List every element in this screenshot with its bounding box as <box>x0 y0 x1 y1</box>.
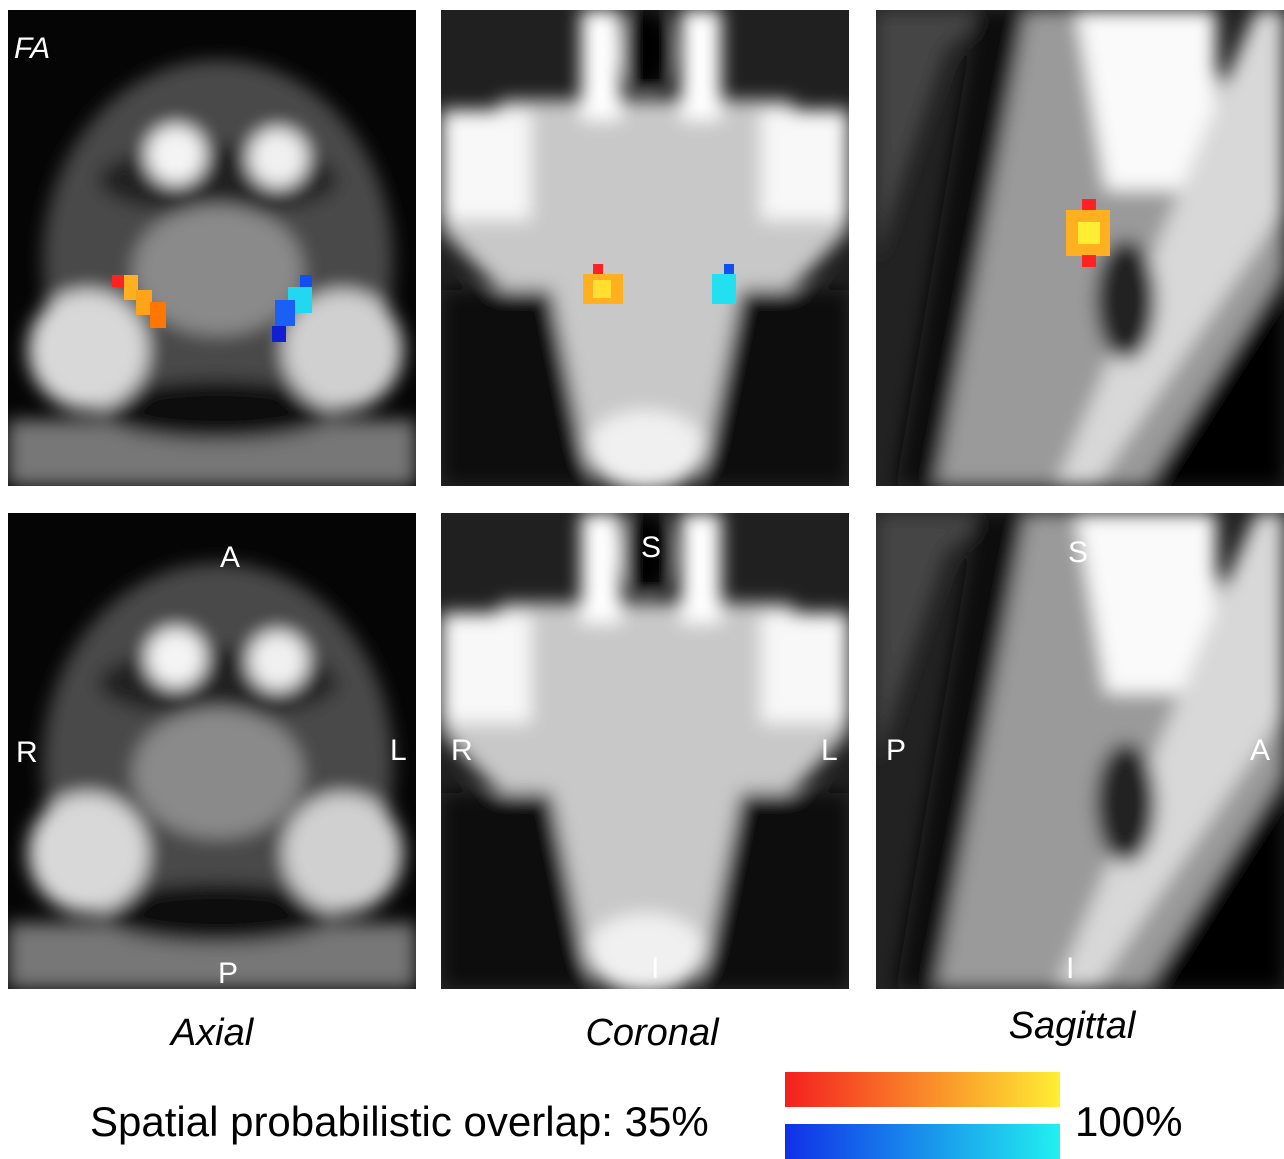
legend-title: Spatial probabilistic overlap: 35% <box>90 1098 709 1145</box>
orientation-label: P <box>218 957 238 990</box>
orientation-label: P <box>886 734 906 767</box>
orientation-label: R <box>16 736 38 769</box>
orientation-label: S <box>1068 536 1088 569</box>
map-label: FA <box>14 32 50 65</box>
axial-image <box>8 10 416 486</box>
orientation-label: I <box>651 952 659 985</box>
legend-max: 100% <box>1075 1098 1182 1145</box>
view-label: Coronal <box>585 1012 720 1054</box>
orientation-label: R <box>451 734 473 767</box>
colorbar-warm <box>785 1072 1060 1107</box>
sagittal-image <box>876 513 1284 989</box>
axial-image <box>8 513 416 989</box>
coronal-image <box>441 10 849 490</box>
coronal-image <box>441 513 849 993</box>
orientation-label: I <box>1066 952 1074 985</box>
figure: FA A R L P Axial S R L I Coronal S P A I Sagittal Spat… <box>0 0 1284 1159</box>
orientation-label: L <box>821 734 838 767</box>
orientation-label: A <box>220 541 240 574</box>
orientation-label: A <box>1250 734 1270 767</box>
view-label: Sagittal <box>1009 1005 1137 1047</box>
orientation-label: L <box>390 734 407 767</box>
view-label: Axial <box>169 1012 255 1054</box>
orientation-label: S <box>641 531 661 564</box>
colorbar-cool <box>785 1124 1060 1159</box>
